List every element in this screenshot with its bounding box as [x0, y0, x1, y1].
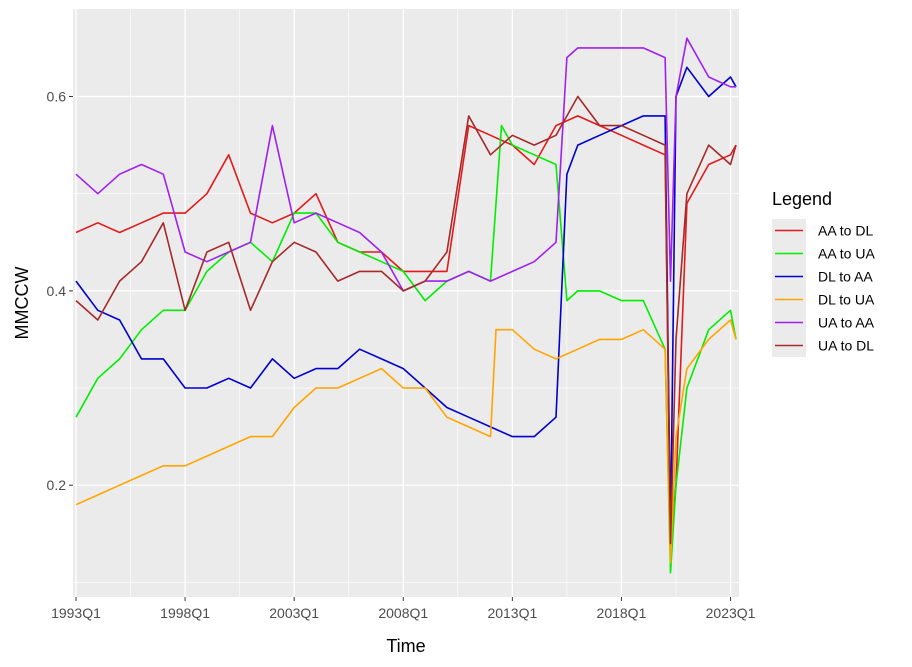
x-tick-label: 2003Q1	[269, 605, 319, 621]
x-tick-label: 2013Q1	[487, 605, 537, 621]
legend-keys: AA to DL AA to UA DL to AA DL to UA UA to AA…	[772, 219, 875, 357]
x-tick-label: 2023Q1	[706, 605, 756, 621]
series-line-4	[75, 319, 737, 564]
y-axis: 0.2 0.4 0.6	[47, 88, 73, 493]
x-axis-title: Time	[386, 636, 425, 656]
legend-label: UA to DL	[818, 338, 874, 354]
y-axis-title: MMCCW	[12, 267, 32, 340]
y-tick-label: 0.2	[47, 477, 67, 493]
legend: Legend AA to DL AA to UA DL to AA DL to UA U…	[772, 189, 875, 357]
major-gridlines	[73, 9, 739, 597]
x-tick-label: 1993Q1	[51, 605, 101, 621]
x-axis: 1993Q1 1998Q1 2003Q1 2008Q1 2013Q1 2018Q1 2023…	[51, 597, 756, 621]
legend-label: AA to DL	[818, 223, 873, 239]
x-tick-label: 2008Q1	[378, 605, 428, 621]
series-line-6	[75, 95, 737, 545]
legend-label: AA to UA	[818, 246, 875, 262]
y-tick-label: 0.6	[47, 88, 67, 104]
series-line-5	[75, 37, 736, 292]
legend-label: DL to AA	[818, 269, 873, 285]
x-tick-label: 1998Q1	[160, 605, 210, 621]
legend-label: DL to UA	[818, 292, 875, 308]
minor-gridlines	[73, 9, 739, 597]
y-tick-label: 0.4	[47, 283, 67, 299]
series-lines	[75, 37, 737, 574]
legend-label: UA to AA	[818, 315, 875, 331]
plot-panel	[73, 9, 739, 597]
legend-title: Legend	[772, 189, 832, 209]
x-tick-label: 2018Q1	[597, 605, 647, 621]
